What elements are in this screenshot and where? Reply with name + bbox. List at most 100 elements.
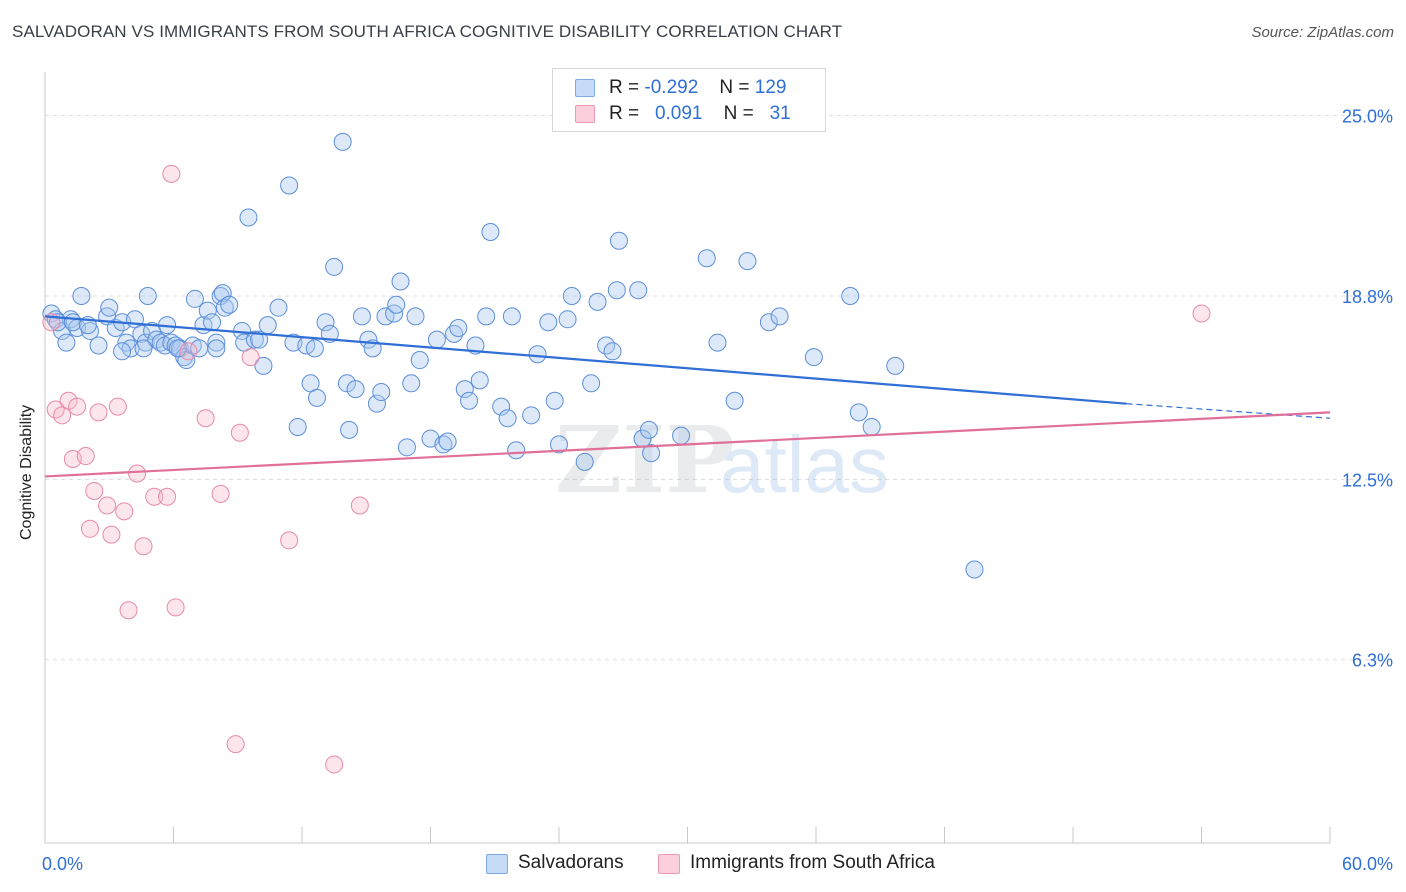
- data-point: [539, 313, 558, 332]
- data-point: [168, 339, 187, 358]
- data-point: [886, 356, 905, 375]
- legend-label: Immigrants from South Africa: [690, 852, 935, 873]
- data-point: [1192, 304, 1211, 323]
- legend-n-value: 31: [769, 103, 791, 124]
- data-point: [220, 295, 239, 314]
- data-point: [254, 356, 273, 375]
- data-point: [113, 342, 132, 361]
- data-point: [522, 406, 541, 425]
- legend-r-label: R =: [609, 77, 640, 98]
- legend-r-label: R =: [609, 103, 640, 124]
- data-point: [862, 417, 881, 436]
- legend-label: Salvadorans: [518, 852, 624, 873]
- data-point: [213, 284, 232, 303]
- legend-r-value: -0.292: [644, 77, 699, 98]
- data-point: [387, 295, 406, 314]
- data-point: [145, 487, 164, 506]
- data-point: [697, 249, 716, 268]
- data-point: [438, 432, 457, 451]
- x-tick-label: 60.0%: [1342, 854, 1393, 874]
- data-point: [305, 339, 324, 358]
- data-point: [185, 289, 204, 308]
- data-point: [211, 484, 230, 503]
- data-point: [391, 272, 410, 291]
- data-point: [477, 307, 496, 326]
- data-point: [80, 519, 99, 538]
- data-point: [57, 333, 76, 352]
- chart-title: SALVADORAN VS IMMIGRANTS FROM SOUTH AFRI…: [12, 22, 843, 41]
- data-point: [198, 301, 217, 320]
- data-point: [545, 391, 564, 410]
- data-point: [333, 132, 352, 151]
- data-point: [629, 281, 648, 300]
- data-point: [367, 394, 386, 413]
- data-point: [481, 223, 500, 242]
- data-point: [672, 426, 691, 445]
- data-point: [759, 313, 778, 332]
- data-point: [498, 409, 517, 428]
- data-point: [207, 339, 226, 358]
- trend-line-salvadorans: [44, 315, 1127, 405]
- data-point: [134, 537, 153, 556]
- axes: [44, 72, 1331, 844]
- data-point: [196, 409, 215, 428]
- trend-line-south-africa: [44, 411, 1331, 478]
- data-point: [350, 496, 369, 515]
- trend-line-extension: [1126, 403, 1331, 419]
- y-tick-label: 6.3%: [1352, 651, 1393, 671]
- data-point: [89, 336, 108, 355]
- data-point: [507, 441, 526, 460]
- data-point: [166, 598, 185, 617]
- data-point: [108, 397, 127, 416]
- data-point: [76, 447, 95, 466]
- watermark-atlas: atlas: [720, 420, 889, 509]
- data-point: [68, 397, 87, 416]
- data-point: [352, 307, 371, 326]
- data-point: [241, 348, 260, 367]
- data-point: [502, 307, 521, 326]
- data-point: [558, 310, 577, 329]
- data-point: [325, 257, 344, 276]
- data-point: [340, 420, 359, 439]
- data-point: [427, 330, 446, 349]
- data-point: [639, 420, 658, 439]
- series-south-africa: [42, 164, 1211, 774]
- y-tick-label: 12.5%: [1342, 470, 1393, 490]
- data-point: [770, 307, 789, 326]
- legend-swatch-blue: [575, 79, 595, 97]
- data-point: [269, 298, 288, 317]
- series-salvadorans: [42, 132, 984, 579]
- data-point: [449, 319, 468, 338]
- data-point: [162, 164, 181, 183]
- data-point: [410, 351, 429, 370]
- data-point: [316, 313, 335, 332]
- data-point: [307, 388, 326, 407]
- data-point: [280, 531, 299, 550]
- watermark-zip: ZIP: [555, 406, 734, 514]
- data-point: [397, 438, 416, 457]
- series-layer: [42, 132, 1331, 774]
- data-point: [63, 313, 82, 332]
- data-point: [325, 755, 344, 774]
- data-point: [406, 307, 425, 326]
- correlation-legend: R = -0.292 N = 129 R = 0.091 N = 31: [552, 68, 826, 132]
- data-point: [102, 525, 121, 544]
- data-point: [346, 380, 365, 399]
- data-point: [603, 342, 622, 361]
- data-point: [455, 380, 474, 399]
- data-point: [85, 481, 104, 500]
- data-point: [575, 452, 594, 471]
- data-point: [134, 339, 153, 358]
- data-point: [849, 403, 868, 422]
- data-point: [582, 374, 601, 393]
- watermark: ZIP atlas: [555, 406, 889, 514]
- data-point: [207, 333, 226, 352]
- data-point: [708, 333, 727, 352]
- data-point: [98, 496, 117, 515]
- legend-n-value: 129: [754, 77, 787, 98]
- x-tick-label: 0.0%: [42, 854, 83, 874]
- data-point: [642, 444, 661, 463]
- y-tick-label: 25.0%: [1342, 107, 1393, 127]
- data-point: [72, 287, 91, 306]
